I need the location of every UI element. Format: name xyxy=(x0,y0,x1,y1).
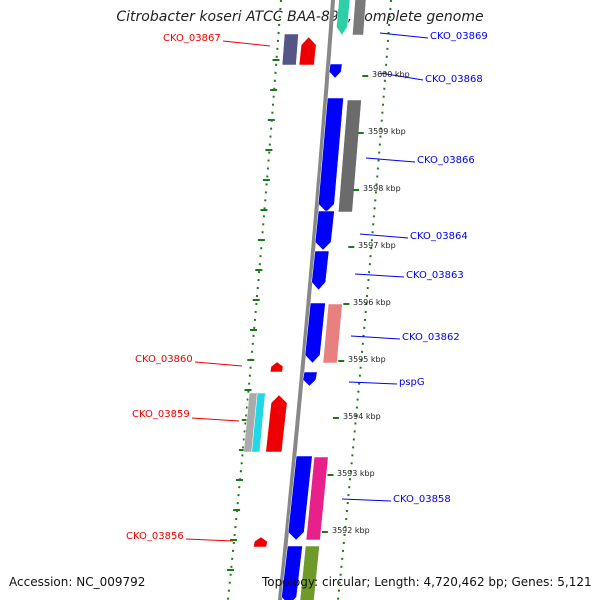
gene-label[interactable]: CKO_03863 xyxy=(406,270,464,281)
tick-label: 3592 kbp xyxy=(332,526,370,535)
tick-label: 3595 kbp xyxy=(348,355,386,364)
gene-label[interactable]: CKO_03869 xyxy=(430,31,488,42)
leader-line xyxy=(354,273,405,278)
gene-feature xyxy=(281,33,299,66)
gene-label[interactable]: CKO_03862 xyxy=(402,332,460,343)
leader-line xyxy=(185,538,234,542)
gene-feature xyxy=(338,99,362,213)
gene-feature xyxy=(328,63,343,79)
gene-feature xyxy=(299,545,320,600)
gene-feature xyxy=(251,392,266,453)
tick-label: 3600 kbp xyxy=(372,70,410,79)
leader-line xyxy=(350,335,401,340)
leader-line xyxy=(348,381,398,385)
gene-feature xyxy=(281,545,303,600)
tick-label: 3599 kbp xyxy=(368,127,406,136)
gene-label[interactable]: CKO_03860 xyxy=(135,354,193,365)
gene-feature xyxy=(253,536,268,548)
leader-line xyxy=(365,157,416,163)
leader-line xyxy=(194,361,243,367)
backbone-arc xyxy=(277,0,336,600)
gene-label[interactable]: CKO_03858 xyxy=(393,494,451,505)
gene-feature xyxy=(322,303,343,364)
gene-label[interactable]: CKO_03864 xyxy=(410,231,468,242)
gene-feature xyxy=(298,36,317,66)
gene-feature xyxy=(305,456,329,541)
tick-label: 3597 kbp xyxy=(358,241,396,250)
topology-text: Topology: circular; Length: 4,720,462 bp… xyxy=(262,575,592,589)
leader-line xyxy=(359,233,409,239)
gene-feature xyxy=(304,302,326,364)
gene-feature xyxy=(302,371,318,387)
gene-feature xyxy=(311,250,330,291)
gene-label[interactable]: CKO_03867 xyxy=(163,33,221,44)
gene-feature xyxy=(318,97,344,213)
gene-feature xyxy=(352,0,367,36)
gene-label[interactable]: CKO_03859 xyxy=(132,409,190,420)
gene-label[interactable]: pspG xyxy=(399,377,425,388)
accession-text: Accession: NC_009792 xyxy=(9,575,146,589)
gene-feature xyxy=(314,210,335,251)
leader-line xyxy=(191,417,240,422)
leader-line xyxy=(341,498,392,502)
leader-line xyxy=(379,72,424,81)
gene-feature xyxy=(287,455,313,541)
leader-line xyxy=(379,32,429,39)
gene-label[interactable]: CKO_03856 xyxy=(126,531,184,542)
gene-feature xyxy=(336,0,351,36)
tick-label: 3598 kbp xyxy=(363,184,401,193)
tick-label: 3593 kbp xyxy=(337,469,375,478)
map-title: Citrobacter koseri ATCC BAA-895, complet… xyxy=(116,9,484,25)
gene-feature xyxy=(265,394,288,453)
leader-line xyxy=(222,40,271,47)
gene-label[interactable]: CKO_03868 xyxy=(425,74,483,85)
tick-label: 3596 kbp xyxy=(353,298,391,307)
gene-label[interactable]: CKO_03866 xyxy=(417,155,475,166)
gene-feature xyxy=(269,361,284,373)
tick-label: 3594 kbp xyxy=(343,412,381,421)
